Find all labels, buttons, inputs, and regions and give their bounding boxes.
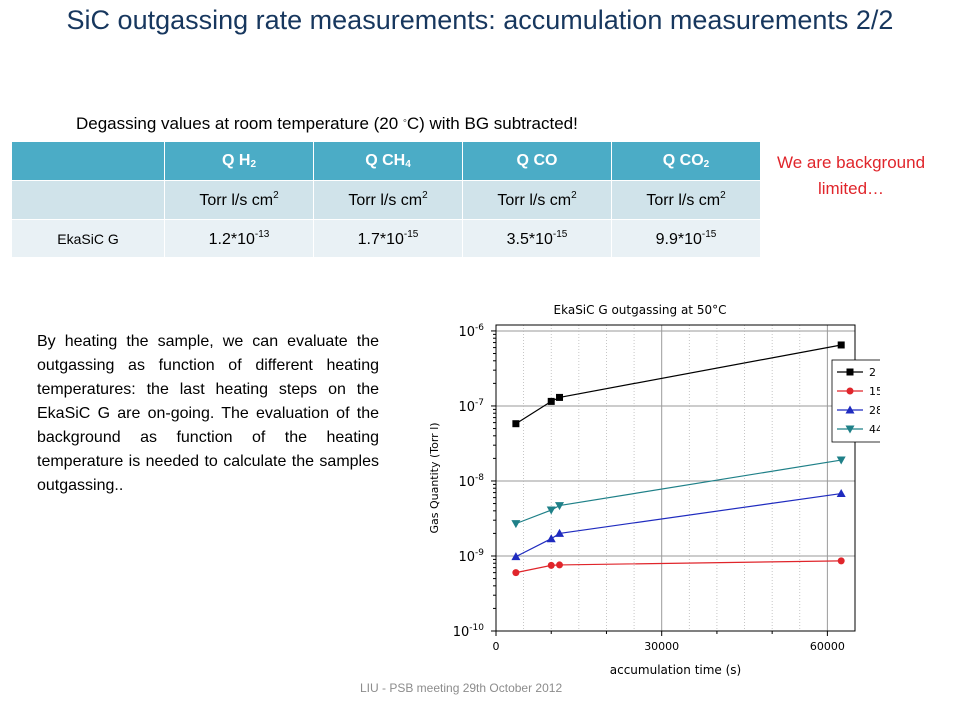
legend-marker	[846, 387, 854, 395]
chart-series	[511, 341, 846, 577]
chart-legend: 2 15 28 44	[831, 359, 880, 443]
footer-text: LIU - PSB meeting 29th October 2012	[360, 681, 563, 695]
y-tick-label: 10-6	[458, 323, 484, 340]
y-tick-label: 10-10	[453, 623, 485, 640]
data-point	[546, 534, 556, 543]
unit-cell: Torr l/s cm2	[313, 180, 463, 220]
table-header-row: Q H2 Q CH4 Q CO Q CO2	[11, 141, 761, 181]
header-q-h2: Q H2	[164, 141, 314, 181]
description-paragraph: By heating the sample, we can evaluate t…	[37, 333, 379, 494]
table-caption: Degassing values at room temperature (20…	[76, 114, 578, 134]
series-2	[512, 341, 845, 428]
legend-box	[831, 359, 880, 443]
table-caption-before: Degassing values at room temperature (20	[76, 114, 403, 133]
chart-grid	[496, 325, 855, 631]
legend-label: 15	[869, 385, 880, 398]
data-point	[555, 502, 565, 511]
data-point	[512, 569, 520, 577]
data-point	[512, 420, 520, 428]
legend-label: 44	[869, 423, 880, 436]
series-44	[511, 456, 846, 529]
unit-cell: Torr l/s cm2	[164, 180, 314, 220]
x-tick-label: 30000	[644, 640, 679, 653]
data-point	[511, 552, 521, 561]
table-units-row: Torr l/s cm2 Torr l/s cm2 Torr l/s cm2 T…	[11, 180, 761, 220]
header-q-co2: Q CO2	[611, 141, 761, 181]
data-point	[837, 557, 845, 565]
x-tick-label: 60000	[810, 640, 845, 653]
data-point	[511, 520, 521, 529]
y-axis-ticks: 10-10 10-9 10-8 10-7 10-6	[453, 323, 496, 640]
background-limited-note: We are background limited…	[776, 153, 926, 198]
series-line	[515, 560, 842, 574]
y-tick-label: 10-8	[458, 473, 484, 490]
data-point	[836, 489, 846, 498]
value-q-h2: 1.2*10-13	[164, 219, 314, 258]
row-label-ekasic-g: EkaSiC G	[11, 219, 165, 258]
plot-frame	[495, 324, 856, 632]
data-point	[546, 506, 556, 515]
y-axis-label: Gas Quantity (Torr l)	[428, 422, 441, 533]
y-tick-label: 10-9	[458, 548, 484, 565]
series-line	[515, 344, 842, 425]
table-values-row: EkaSiC G 1.2*10-13 1.7*10-15 3.5*10-15 9…	[11, 219, 761, 258]
data-point	[547, 561, 555, 569]
degree-symbol: ◦	[402, 115, 407, 127]
degassing-table: Q H2 Q CH4 Q CO Q CO2 Torr l/s cm2 Torr …	[11, 141, 761, 258]
unit-cell: Torr l/s cm2	[611, 180, 761, 220]
outgassing-chart: EkaSiC G outgassing at 50°C 10-1010-910-…	[428, 303, 880, 677]
x-tick-label: 0	[493, 640, 500, 653]
table-caption-after: C) with BG subtracted!	[406, 114, 578, 133]
data-point	[837, 341, 845, 349]
value-q-co2: 9.9*10-15	[611, 219, 761, 258]
legend-marker	[845, 425, 855, 434]
data-point	[547, 397, 555, 405]
data-point	[836, 456, 846, 465]
value-q-ch4: 1.7*10-15	[313, 219, 463, 258]
unit-cell: Torr l/s cm2	[462, 180, 612, 220]
header-q-ch4: Q CH4	[313, 141, 463, 181]
series-line	[515, 492, 842, 558]
x-axis-ticks: 0 30000 60000	[493, 631, 845, 653]
legend-marker	[845, 405, 855, 414]
units-empty-cell	[11, 180, 165, 220]
data-point	[556, 393, 564, 401]
value-q-co: 3.5*10-15	[462, 219, 612, 258]
legend-label: 28	[869, 404, 880, 417]
series-28	[511, 489, 846, 561]
data-point	[555, 528, 565, 537]
y-tick-label: 10-7	[458, 398, 484, 415]
legend-label: 2	[869, 366, 876, 379]
slide-title: SiC outgassing rate measurements: accumu…	[66, 5, 894, 35]
legend-marker	[846, 368, 854, 376]
header-q-co: Q CO	[462, 141, 612, 181]
data-point	[556, 561, 564, 569]
x-axis-label: accumulation time (s)	[610, 663, 741, 677]
series-15	[512, 557, 845, 577]
chart-title: EkaSiC G outgassing at 50°C	[554, 303, 727, 317]
header-empty-cell	[11, 141, 165, 181]
series-line	[515, 459, 842, 525]
